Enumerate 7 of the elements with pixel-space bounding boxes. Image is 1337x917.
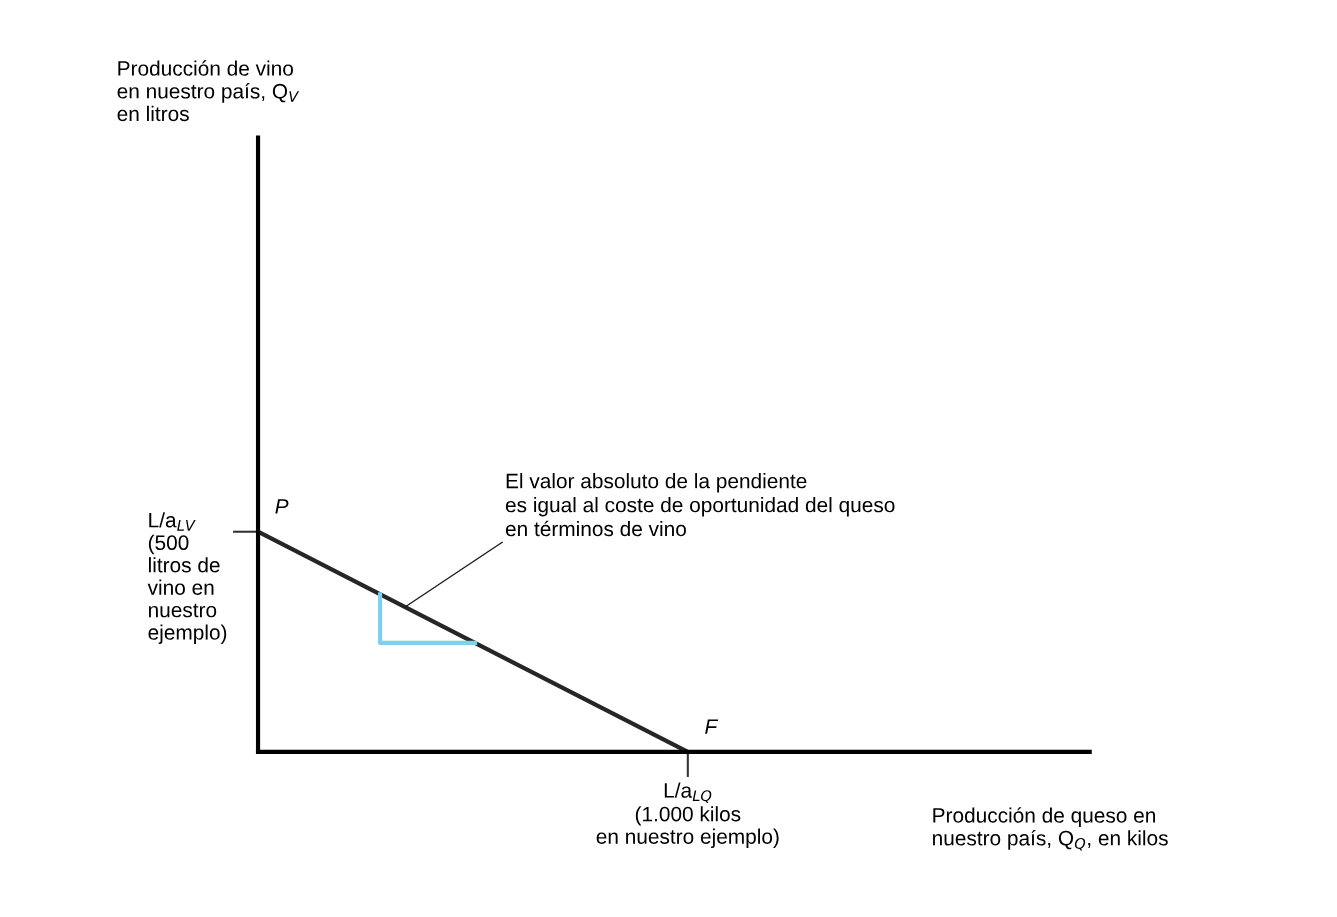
text: L/a$_{LV}$ (500 litros de vino en nuestro ejemplo) xyxy=(147,512,227,644)
text: L/a$_{LQ}$ (1.000 kilos en nuestro ejemplo) xyxy=(596,782,779,848)
x-axis-title: Producción de queso en nuestro país, Q$_{Q}$, en kilos xyxy=(933,807,1168,851)
text: Producción de vino en nuestro país, Q$_{V}$ en litros xyxy=(117,60,300,122)
annotation: F xyxy=(705,719,719,734)
text: P xyxy=(275,499,289,514)
annotation: El valor absoluto de la pendiente es igual al coste de oportunidad del queso en términos de vino xyxy=(505,473,895,537)
